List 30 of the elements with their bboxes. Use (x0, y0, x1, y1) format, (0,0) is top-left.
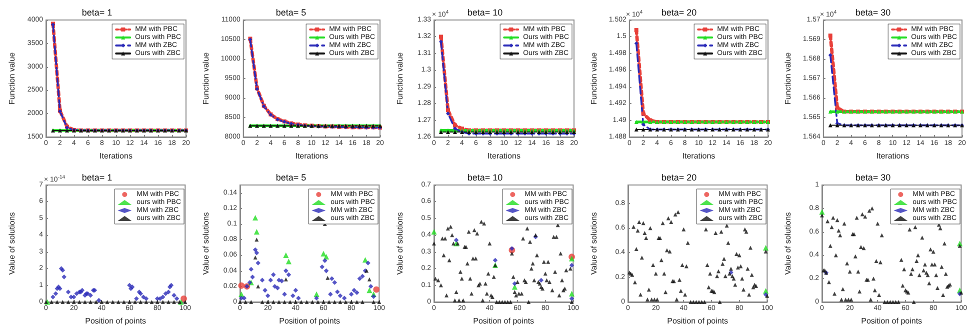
chart-title: beta= 1 (82, 8, 112, 18)
chart-title: beta= 1 (82, 172, 112, 182)
chart-title: beta= 5 (276, 8, 306, 18)
y-axis-title: Function value (396, 52, 404, 105)
chart-title: beta= 20 (661, 172, 697, 182)
x-axis-title: Position of points (279, 316, 340, 326)
y-axis-title: Value of solutions (396, 212, 404, 275)
x-axis-title: Iterations (100, 151, 132, 160)
x-axis-title: Iterations (876, 151, 910, 160)
x-axis-title: Position of points (473, 316, 534, 326)
x-axis-title: Position of points (861, 316, 922, 326)
x-axis-title: Position of points (85, 316, 146, 326)
x-axis-title: Position of points (667, 316, 728, 326)
y-axis-title: Value of solutions (8, 212, 16, 275)
chart-title: beta= 20 (661, 8, 697, 18)
y-axis-title: Value of solutions (784, 212, 792, 275)
chart-title: beta= 10 (467, 8, 503, 18)
chart-title: beta= 30 (855, 172, 891, 182)
y-axis-title: Function value (784, 52, 792, 105)
y-axis-title: Value of solutions (590, 212, 598, 275)
y-axis-title: Function value (590, 52, 598, 105)
y-axis-title: Value of solutions (202, 212, 210, 275)
chart-title: beta= 10 (467, 172, 503, 182)
chart-title: beta= 5 (276, 172, 306, 182)
y-axis-title: Function value (8, 52, 16, 105)
chart-title: beta= 30 (855, 8, 891, 18)
y-axis-title: Function value (202, 52, 210, 105)
x-axis-title: Iterations (488, 151, 520, 160)
x-axis-title: Iterations (682, 151, 716, 160)
x-axis-title: Iterations (295, 151, 328, 160)
